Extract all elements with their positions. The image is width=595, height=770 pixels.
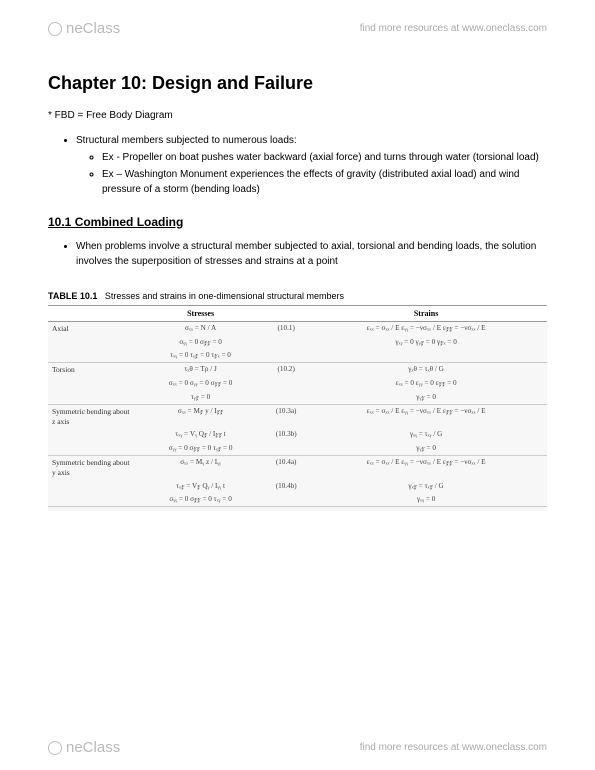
resources-link-footer[interactable]: find more resources at www.oneclass.com xyxy=(360,742,547,753)
axial-eqnum: (10.1) xyxy=(267,322,305,336)
table-row: σᵧᵧ = 0 σ𝓏𝓏 = 0 γₓᵧ = 0 γᵧ𝓏 = 0 γ𝓏ₓ = 0 xyxy=(48,336,547,349)
table-row: Symmetric bending about y axis σₓₓ = Mᵧ … xyxy=(48,456,547,480)
bendy-stress-1: σₓₓ = Mᵧ z / Iᵧᵧ xyxy=(134,456,267,480)
table-label: TABLE 10.1 xyxy=(48,291,97,301)
bendz-strain-1: εₓₓ = σₓₓ / E εᵧᵧ = −νσₓₓ / E ε𝓏𝓏 = −νσₓ… xyxy=(305,404,547,428)
bendy-strain-2: γₓ𝓏 = τₓ𝓏 / G xyxy=(305,480,547,493)
page-footer: neClass find more resources at www.onecl… xyxy=(48,739,547,756)
brand-text: neClass xyxy=(66,20,120,37)
axial-stress-1: σₓₓ = N / A xyxy=(134,322,267,336)
stress-strain-table: Stresses Strains Axial σₓₓ = N / A (10.1… xyxy=(48,305,547,511)
table-row: τₓ𝓏 = V𝓏 Qᵧ / Iᵧᵧ t (10.4b) γₓ𝓏 = τₓ𝓏 / … xyxy=(48,480,547,493)
table-caption: TABLE 10.1 Stresses and strains in one-d… xyxy=(48,291,547,301)
col-blank xyxy=(48,306,134,322)
table-row: σᵧᵧ = 0 σ𝓏𝓏 = 0 τₓᵧ = 0 γₓᵧ = 0 xyxy=(48,493,547,507)
row-label-axial: Axial xyxy=(48,322,134,336)
bendz-eqnum-1: (10.3a) xyxy=(267,404,305,428)
intro-bullets: Structural members subjected to numerous… xyxy=(76,133,547,197)
bendy-stress-3: σᵧᵧ = 0 σ𝓏𝓏 = 0 τₓᵧ = 0 xyxy=(134,493,267,507)
bendz-stress-2: τₓᵧ = Vᵧ Q𝓏 / I𝓏𝓏 t xyxy=(134,428,267,441)
table-header-row: Stresses Strains xyxy=(48,306,547,322)
torsion-stress-3: τᵧ𝓏 = 0 xyxy=(134,391,267,405)
row-label-bend-y: Symmetric bending about y axis xyxy=(48,456,134,480)
logo-circle-icon xyxy=(48,741,62,755)
bendz-stress-3: σᵧᵧ = 0 σ𝓏𝓏 = 0 τᵧ𝓏 = 0 xyxy=(134,442,267,456)
bendz-strain-2: γₓᵧ = τₓᵧ / G xyxy=(305,428,547,441)
brand-logo: neClass xyxy=(48,20,120,37)
table-row: σᵧᵧ = 0 σ𝓏𝓏 = 0 τᵧ𝓏 = 0 γᵧ𝓏 = 0 xyxy=(48,442,547,456)
table-row: τᵧ𝓏 = 0 γᵧ𝓏 = 0 xyxy=(48,391,547,405)
table-caption-text: Stresses and strains in one-dimensional … xyxy=(105,291,344,301)
axial-stress-3: τₓᵧ = 0 τᵧ𝓏 = 0 τ𝓏ₓ = 0 xyxy=(134,349,267,363)
table-row xyxy=(48,507,547,512)
row-label-torsion: Torsion xyxy=(48,363,134,377)
document-page: neClass find more resources at www.onecl… xyxy=(0,0,595,770)
torsion-stress-1: τₓθ = Tρ / J xyxy=(134,363,267,377)
section-heading: 10.1 Combined Loading xyxy=(48,215,547,229)
section-body-list: When problems involve a structural membe… xyxy=(76,239,547,269)
table-row: σₓₓ = 0 σᵧᵧ = 0 σ𝓏𝓏 = 0 εₓₓ = 0 εᵧᵧ = 0 … xyxy=(48,377,547,390)
torsion-eqnum: (10.2) xyxy=(267,363,305,377)
page-header: neClass find more resources at www.onecl… xyxy=(48,20,547,37)
fbd-definition: * FBD = Free Body Diagram xyxy=(48,110,547,121)
bendy-eqnum-2: (10.4b) xyxy=(267,480,305,493)
axial-strain-1: εₓₓ = σₓₓ / E εᵧᵧ = −νσₓₓ / E ε𝓏𝓏 = −νσₓ… xyxy=(305,322,547,336)
table-row: τₓᵧ = Vᵧ Q𝓏 / I𝓏𝓏 t (10.3b) γₓᵧ = τₓᵧ / … xyxy=(48,428,547,441)
row-label-bend-z: Symmetric bending about z axis xyxy=(48,404,134,428)
table-row: τₓᵧ = 0 τᵧ𝓏 = 0 τ𝓏ₓ = 0 xyxy=(48,349,547,363)
bullet-sub-2: Ex – Washington Monument experiences the… xyxy=(102,167,547,197)
resources-link[interactable]: find more resources at www.oneclass.com xyxy=(360,23,547,34)
bendz-strain-3: γᵧ𝓏 = 0 xyxy=(305,442,547,456)
col-eqnum xyxy=(267,306,305,322)
torsion-strain-2: εₓₓ = 0 εᵧᵧ = 0 ε𝓏𝓏 = 0 xyxy=(305,377,547,390)
bendz-eqnum-2: (10.3b) xyxy=(267,428,305,441)
table-row: Symmetric bending about z axis σₓₓ = M𝓏 … xyxy=(48,404,547,428)
table-row: Axial σₓₓ = N / A (10.1) εₓₓ = σₓₓ / E ε… xyxy=(48,322,547,336)
torsion-strain-3: γᵧ𝓏 = 0 xyxy=(305,391,547,405)
col-strains: Strains xyxy=(305,306,547,322)
col-stresses: Stresses xyxy=(134,306,267,322)
brand-logo-footer: neClass xyxy=(48,739,120,756)
bendy-stress-2: τₓ𝓏 = V𝓏 Qᵧ / Iᵧᵧ t xyxy=(134,480,267,493)
table-row: Torsion τₓθ = Tρ / J (10.2) γₓθ = τₓθ / … xyxy=(48,363,547,377)
bendy-eqnum-1: (10.4a) xyxy=(267,456,305,480)
bullet-sub-1: Ex - Propeller on boat pushes water back… xyxy=(102,150,547,165)
intro-sub-bullets: Ex - Propeller on boat pushes water back… xyxy=(102,150,547,197)
torsion-stress-2: σₓₓ = 0 σᵧᵧ = 0 σ𝓏𝓏 = 0 xyxy=(134,377,267,390)
bendy-strain-3: γₓᵧ = 0 xyxy=(305,493,547,507)
bendz-stress-1: σₓₓ = M𝓏 y / I𝓏𝓏 xyxy=(134,404,267,428)
chapter-title: Chapter 10: Design and Failure xyxy=(48,73,547,94)
axial-stress-2: σᵧᵧ = 0 σ𝓏𝓏 = 0 xyxy=(134,336,267,349)
logo-circle-icon xyxy=(48,22,62,36)
bendy-strain-1: εₓₓ = σₓₓ / E εᵧᵧ = −νσₓₓ / E ε𝓏𝓏 = −νσₓ… xyxy=(305,456,547,480)
section-body-text: When problems involve a structural membe… xyxy=(76,239,547,269)
torsion-strain-1: γₓθ = τₓθ / G xyxy=(305,363,547,377)
bullet-main: Structural members subjected to numerous… xyxy=(76,133,547,148)
axial-strain-2: γₓᵧ = 0 γᵧ𝓏 = 0 γ𝓏ₓ = 0 xyxy=(305,336,547,349)
brand-text-footer: neClass xyxy=(66,739,120,756)
